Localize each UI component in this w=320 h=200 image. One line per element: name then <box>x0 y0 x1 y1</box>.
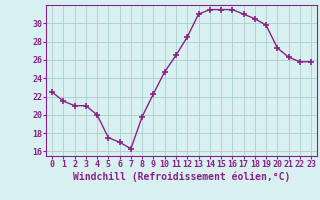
X-axis label: Windchill (Refroidissement éolien,°C): Windchill (Refroidissement éolien,°C) <box>73 172 290 182</box>
